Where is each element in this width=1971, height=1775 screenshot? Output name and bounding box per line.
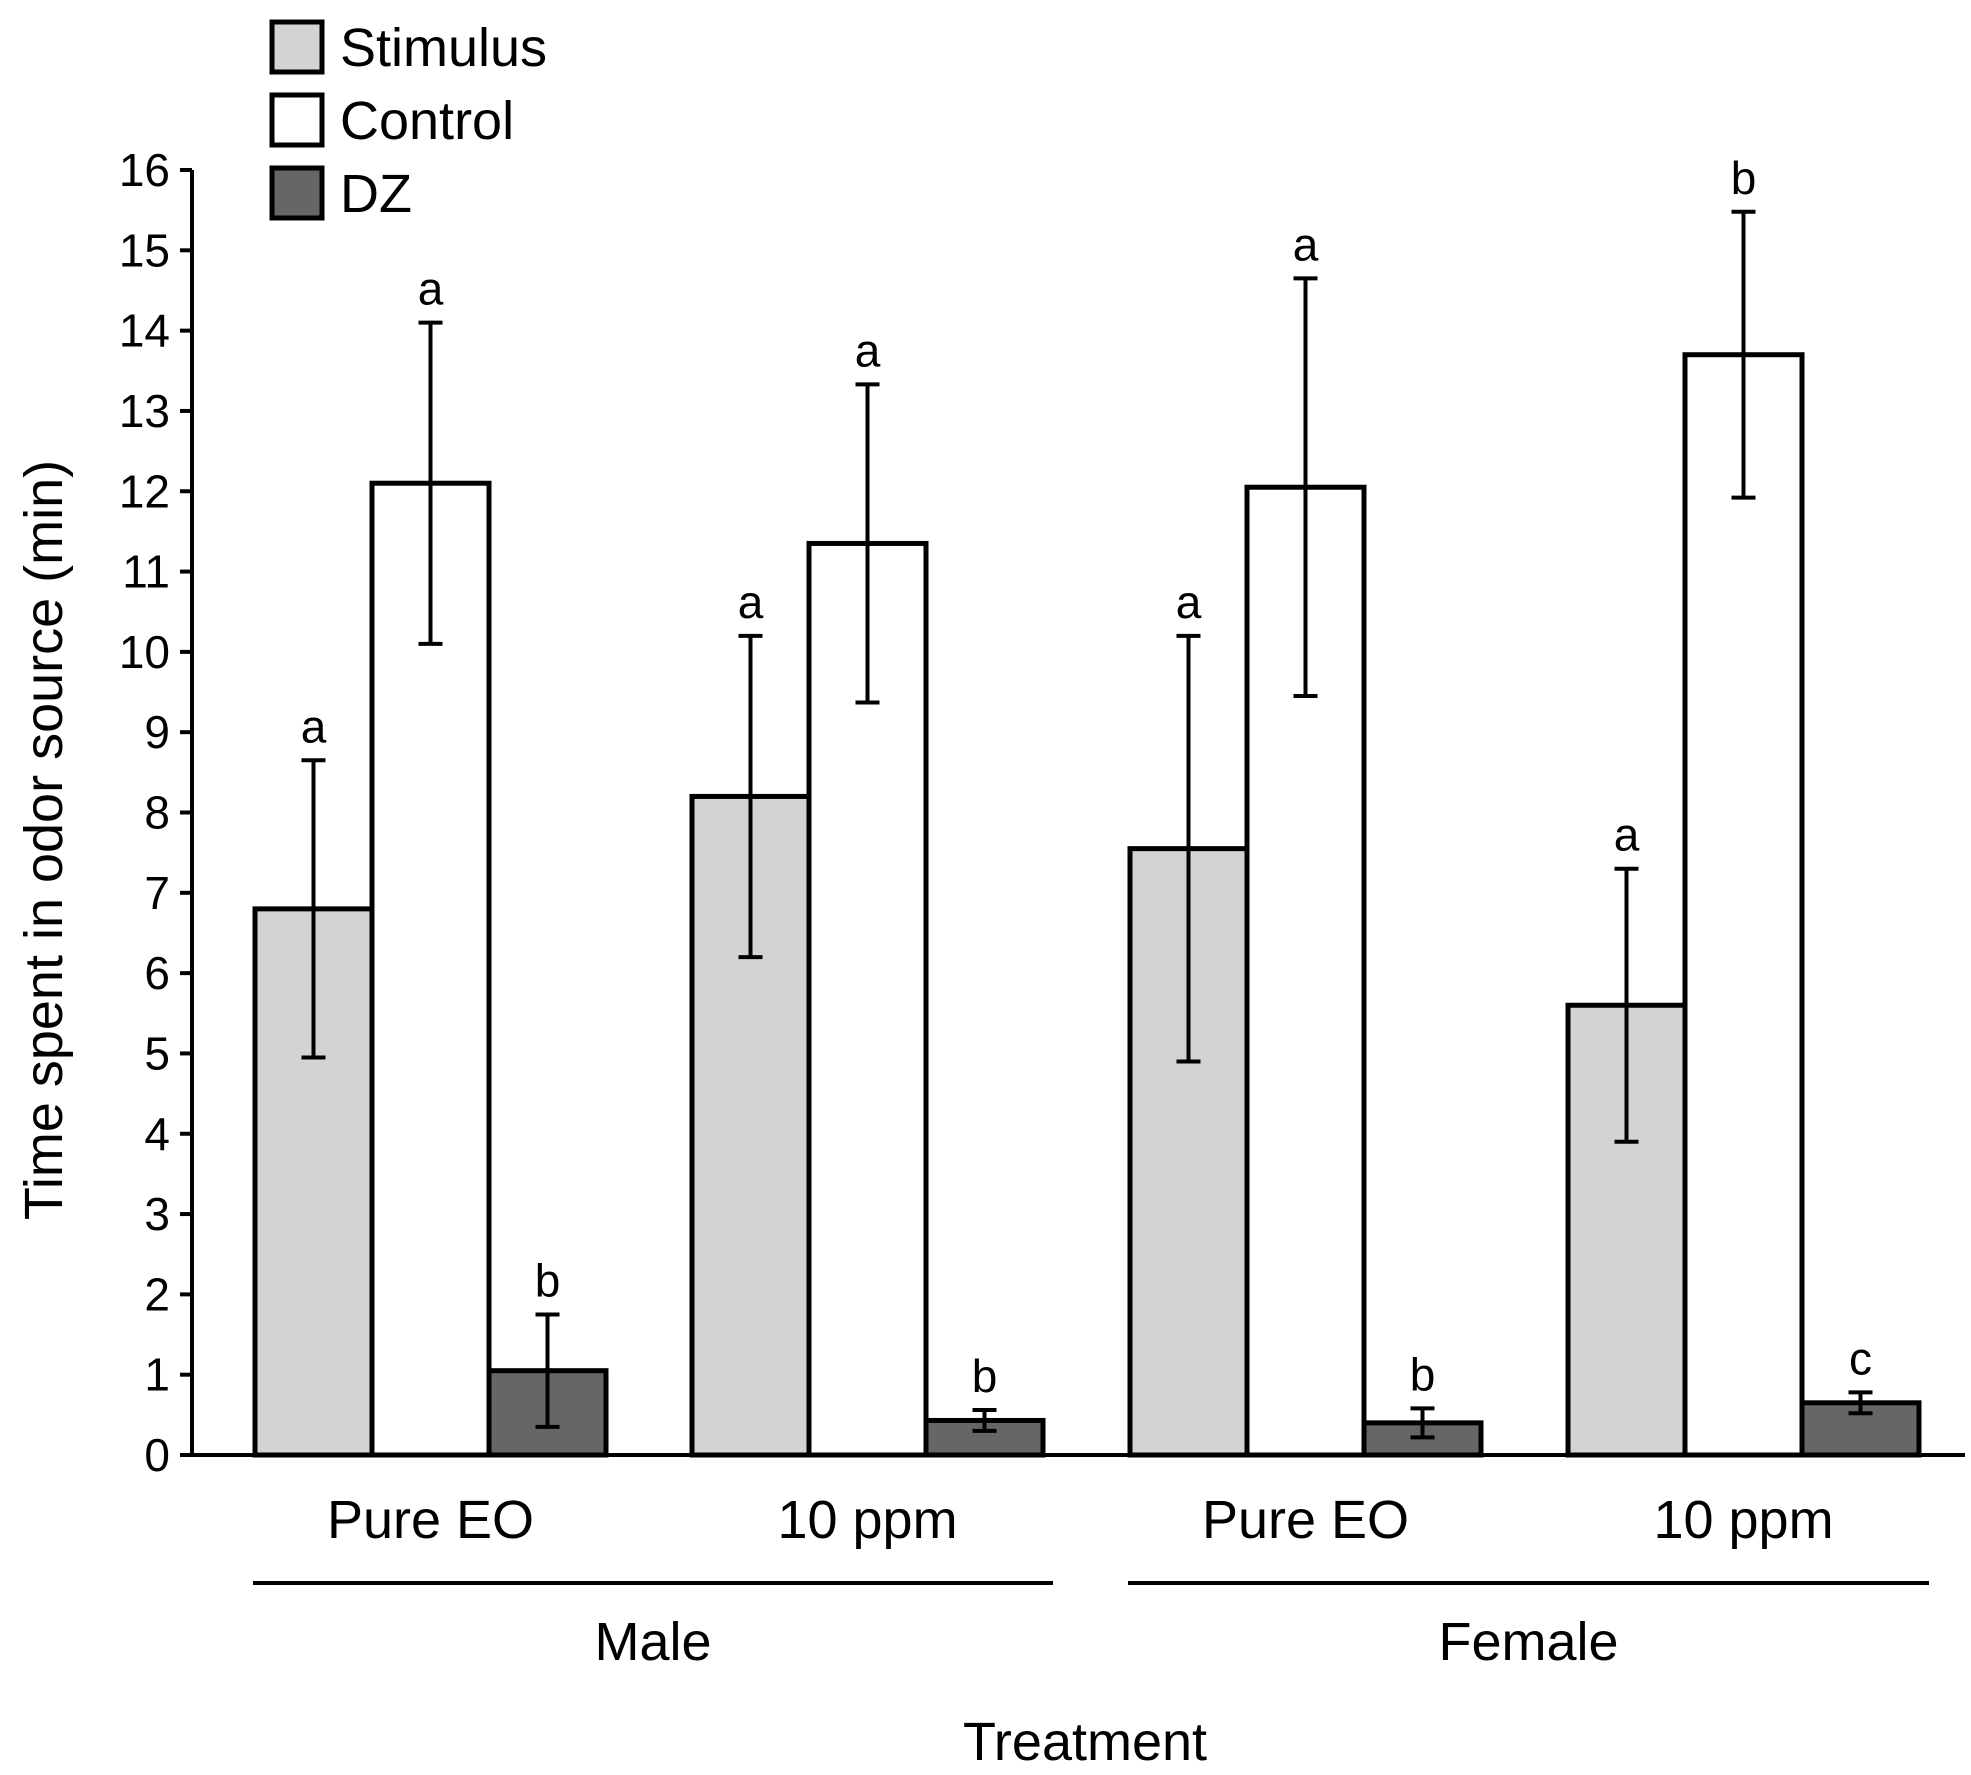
error-bar-dz-0 (535, 1312, 560, 1429)
significance-label-stimulus-0: a (301, 700, 327, 752)
significance-label-dz-2: b (1410, 1348, 1436, 1400)
significance-label-dz-1: b (972, 1350, 998, 1402)
error-bar-stimulus-1 (738, 633, 763, 960)
x-axis-groups: Male Female (253, 1581, 1929, 1672)
bar-control-3 (1682, 352, 1805, 1458)
category-label-2: Pure EO (1202, 1490, 1409, 1550)
significance-label-control-1: a (855, 324, 881, 376)
legend-swatch-stimulus (269, 19, 325, 75)
y-tick-label-2: 2 (144, 1268, 170, 1320)
error-bar-dz-3 (1848, 1390, 1873, 1416)
y-tick-label-7: 7 (144, 867, 170, 919)
legend-label-dz: DZ (340, 164, 412, 224)
error-bar-stimulus-0 (301, 758, 326, 1060)
significance-label-stimulus-1: a (738, 576, 764, 628)
y-tick-label-9: 9 (144, 706, 170, 758)
error-bar-stimulus-3 (1614, 866, 1639, 1144)
error-bars-layer (301, 209, 1873, 1440)
y-tick-label-6: 6 (144, 947, 170, 999)
group-label-female: Female (1438, 1612, 1618, 1672)
significance-label-dz-0: b (535, 1254, 561, 1306)
significance-label-stimulus-3: a (1614, 809, 1640, 861)
error-bar-control-2 (1293, 276, 1318, 699)
category-label-3: 10 ppm (1653, 1490, 1833, 1550)
x-axis-title: Treatment (963, 1712, 1207, 1772)
legend-swatch-control (269, 92, 325, 148)
significance-label-dz-3: c (1849, 1332, 1872, 1384)
y-tick-label-16: 16 (119, 144, 170, 196)
category-label-1: 10 ppm (777, 1490, 957, 1550)
x-axis-categories: Pure EO 10 ppm Pure EO 10 ppm (327, 1490, 1834, 1550)
legend-label-control: Control (340, 91, 514, 151)
y-tick-label-3: 3 (144, 1188, 170, 1240)
y-axis-title: Time spent in odor source (min) (14, 460, 74, 1220)
significance-label-control-2: a (1293, 218, 1319, 270)
legend-label-stimulus: Stimulus (340, 18, 547, 78)
error-bar-dz-1 (972, 1408, 997, 1433)
error-bar-control-0 (418, 320, 443, 646)
y-tick-label-11: 11 (122, 546, 170, 598)
y-tick-label-14: 14 (119, 305, 170, 357)
bars-layer (252, 352, 1922, 1458)
y-tick-label-4: 4 (144, 1108, 170, 1160)
y-tick-label-5: 5 (144, 1027, 170, 1079)
y-tick-label-1: 1 (144, 1349, 170, 1401)
error-bar-control-1 (855, 382, 880, 705)
y-tick-label-13: 13 (119, 385, 170, 437)
significance-label-stimulus-2: a (1176, 576, 1202, 628)
error-bar-dz-2 (1410, 1406, 1435, 1440)
y-tick-label-15: 15 (119, 224, 170, 276)
legend-swatch-dz (269, 165, 325, 221)
legend: Stimulus Control DZ (269, 18, 547, 224)
y-tick-label-0: 0 (144, 1429, 170, 1481)
y-tick-label-8: 8 (144, 787, 170, 839)
error-bar-control-3 (1731, 209, 1756, 500)
significance-label-control-3: b (1731, 152, 1757, 204)
group-label-male: Male (594, 1612, 711, 1672)
significance-label-control-0: a (418, 263, 444, 315)
y-tick-label-12: 12 (119, 465, 170, 517)
category-label-0: Pure EO (327, 1490, 534, 1550)
significance-labels-layer: a a a a a a a b b b b c (301, 152, 1872, 1402)
y-tick-label-10: 10 (119, 626, 170, 678)
error-bar-stimulus-2 (1176, 633, 1201, 1064)
